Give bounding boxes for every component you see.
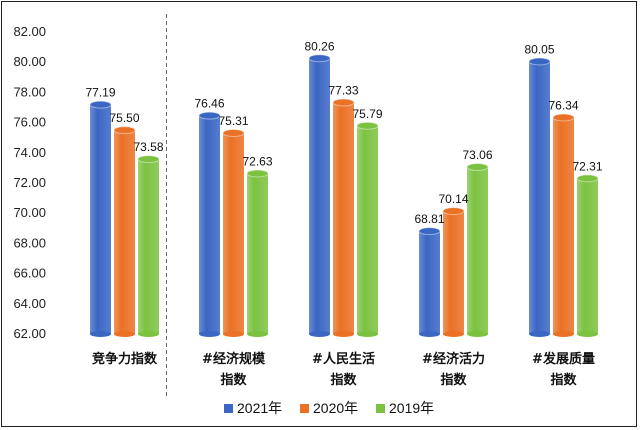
legend-label: 2020年 xyxy=(313,400,358,416)
category-label: #发展质量 xyxy=(532,351,595,367)
category-label: 指数 xyxy=(220,372,247,388)
y-tick-label: 64.00 xyxy=(13,296,46,311)
y-tick-label: 62.00 xyxy=(13,326,46,341)
data-label: 73.58 xyxy=(133,140,163,154)
data-labels: 77.19 75.50 73.58 76.46 75.31 72.63 80.26 77.33… xyxy=(85,39,602,226)
legend-label: 2021年 xyxy=(237,400,282,416)
bar xyxy=(222,129,245,337)
category-label: 指数 xyxy=(440,372,467,388)
data-label: 72.31 xyxy=(572,159,602,173)
legend: 2021年 2020年 2019年 xyxy=(224,400,434,416)
data-label: 80.26 xyxy=(304,39,334,53)
bar xyxy=(528,57,551,337)
bar xyxy=(113,126,136,337)
data-label: 75.50 xyxy=(109,111,139,125)
bar xyxy=(308,54,331,337)
y-tick-label: 68.00 xyxy=(13,235,46,250)
bar xyxy=(246,169,269,337)
data-label: 80.05 xyxy=(524,42,554,56)
bar xyxy=(198,111,221,337)
y-tick-label: 76.00 xyxy=(13,115,46,130)
y-tick-label: 80.00 xyxy=(13,54,46,69)
data-label: 70.14 xyxy=(438,192,468,206)
bar xyxy=(442,207,465,337)
legend-swatch xyxy=(224,404,233,413)
category-label: #经济规模 xyxy=(202,351,266,367)
data-label: 77.19 xyxy=(85,86,115,100)
bar xyxy=(576,174,599,337)
category-label: 竞争力指数 xyxy=(92,351,158,367)
legend-label: 2019年 xyxy=(389,400,434,416)
data-label: 75.31 xyxy=(218,114,248,128)
y-tick-label: 66.00 xyxy=(13,266,46,281)
legend-swatch xyxy=(300,404,309,413)
y-tick-label: 82.00 xyxy=(13,24,46,39)
bar xyxy=(356,121,379,337)
category-label: 指数 xyxy=(550,372,577,388)
y-tick-label: 72.00 xyxy=(13,175,46,190)
category-label: 指数 xyxy=(330,372,357,388)
bar xyxy=(137,155,160,337)
legend-swatch xyxy=(376,404,385,413)
data-label: 73.06 xyxy=(462,148,492,162)
bar xyxy=(332,98,355,337)
data-label: 77.33 xyxy=(328,84,358,98)
data-label: 72.63 xyxy=(242,154,272,168)
y-tick-label: 70.00 xyxy=(13,205,46,220)
y-axis: 62.00 64.00 66.00 68.00 70.00 72.00 74.00 76.00… xyxy=(13,24,46,341)
data-label: 76.34 xyxy=(548,98,578,112)
data-label: 75.79 xyxy=(352,107,382,121)
category-label: #人民生活 xyxy=(312,351,375,367)
data-label: 76.46 xyxy=(194,97,224,111)
bar xyxy=(552,113,575,337)
category-label: #经济活力 xyxy=(422,351,485,367)
bars xyxy=(89,54,599,337)
bar xyxy=(89,100,112,337)
bar xyxy=(466,162,489,337)
data-label: 68.81 xyxy=(414,212,444,226)
y-tick-label: 78.00 xyxy=(13,84,46,99)
bar xyxy=(418,227,441,337)
y-tick-label: 74.00 xyxy=(13,145,46,160)
